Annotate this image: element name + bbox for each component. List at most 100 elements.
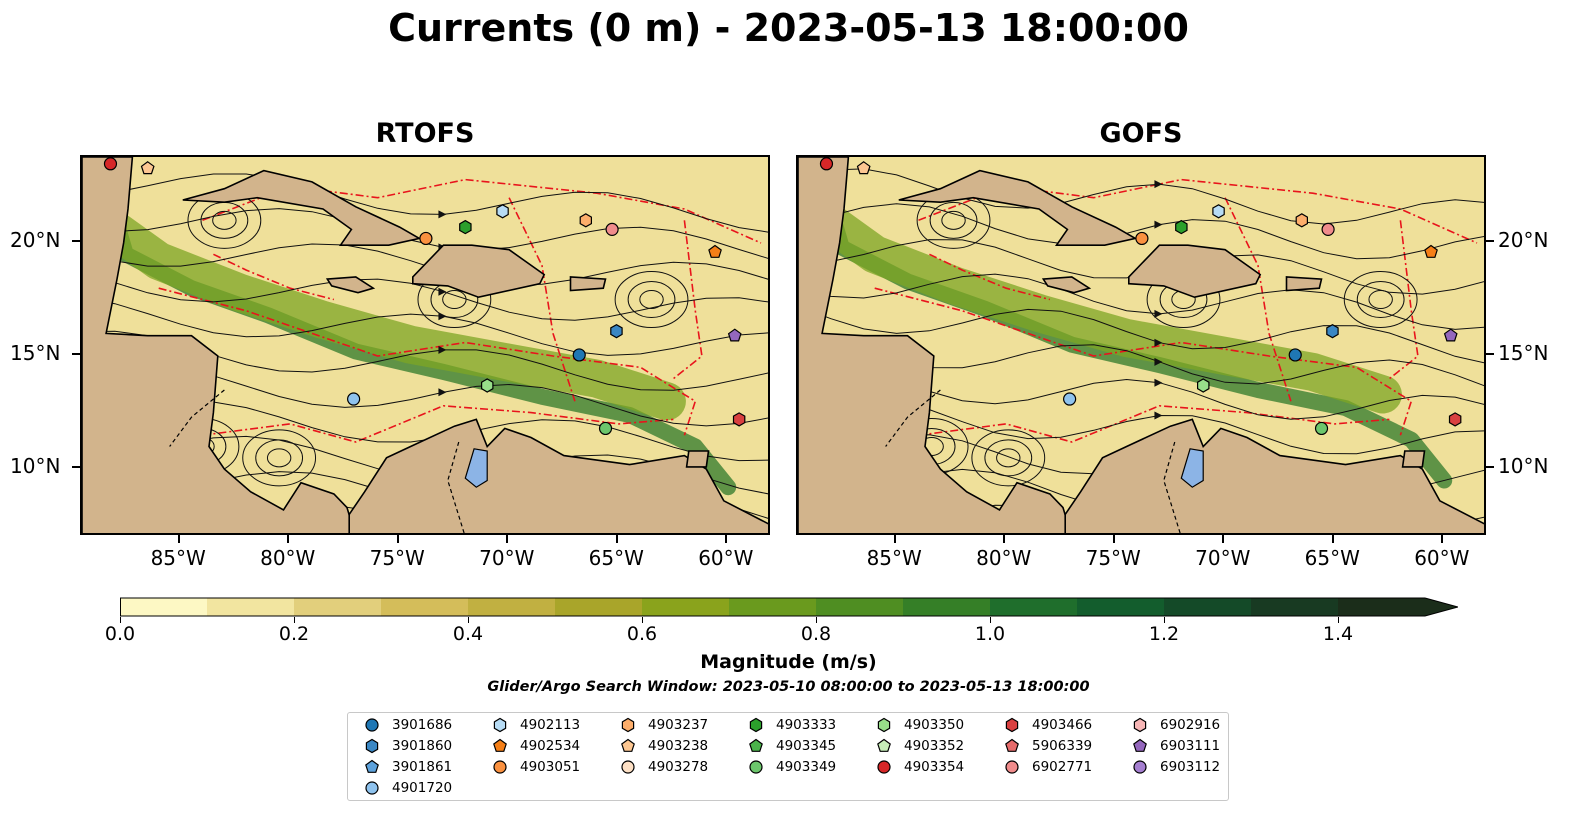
float-marker-4903238 (856, 161, 871, 175)
colorbar-segment (642, 598, 730, 616)
colorbar-tick-mark (1337, 617, 1339, 623)
legend-label: 5906339 (1032, 738, 1093, 754)
legend-marker-circle (1005, 760, 1019, 774)
colorbar-tick-label: 0.0 (104, 623, 136, 645)
float-marker-4902534 (1424, 244, 1438, 258)
land-mass (411, 244, 546, 299)
eez-boundary-line (202, 178, 762, 244)
float-marker-4903238 (140, 161, 155, 175)
legend-label: 4903350 (904, 717, 965, 733)
lon-tick-label: 70°W (1195, 546, 1251, 570)
legend-label: 4903466 (1032, 717, 1093, 733)
lon-tick-label: 60°W (698, 546, 754, 570)
legend-marker-circle (365, 781, 379, 795)
legend-marker-pentagon (877, 738, 891, 752)
colorbar-outline (120, 597, 1458, 617)
float-marker-4903333 (1175, 219, 1188, 235)
colorbar-segment (468, 598, 556, 616)
map-gofs (796, 155, 1486, 535)
eddy-streamline (442, 290, 467, 309)
colorbar-tick-label: 0.2 (278, 623, 310, 645)
colorbar-segment (990, 598, 1078, 616)
legend-item-4903237: 4903237 (616, 715, 708, 735)
legend-marker-pentagon (493, 738, 507, 752)
legend-marker-pentagon (1005, 738, 1019, 752)
legend-item-4903349: 4903349 (744, 757, 836, 777)
legend-marker-hexagon (493, 717, 507, 733)
legend-item-4902113: 4902113 (488, 715, 580, 735)
legend-label: 6903112 (1160, 759, 1221, 775)
lat-tick-mark (72, 466, 80, 469)
streamline (798, 273, 1484, 330)
streamline-arrow (438, 210, 447, 219)
colorbar-segment (207, 598, 295, 616)
float-marker-4902534 (708, 244, 722, 258)
colorbar-segment (555, 598, 643, 616)
float-marker-3901686 (1288, 348, 1302, 362)
float-marker-6902771 (1321, 222, 1335, 236)
colorbar-segment (1077, 598, 1165, 616)
float-marker-4901720 (347, 392, 361, 406)
legend-item-6902771: 6902771 (1000, 757, 1092, 777)
colorbar-tick-mark (989, 617, 991, 623)
colorbar-tick-label: 0.6 (626, 623, 658, 645)
eddy-streamline (255, 439, 304, 477)
colorbar-tick-mark (815, 617, 817, 623)
legend-marker-pentagon (621, 738, 635, 752)
lon-tick-label: 75°W (369, 546, 425, 570)
legend-item-3901860: 3901860 (360, 736, 452, 756)
lon-tick-label: 85°W (866, 546, 922, 570)
legend-label: 3901860 (392, 738, 453, 754)
float-marker-4903051 (419, 231, 433, 246)
colorbar-tick-label: 0.4 (452, 623, 484, 645)
float-marker-4903350 (1197, 378, 1210, 393)
lat-tick-label: 20°N (10, 227, 61, 252)
colorbar-tick-mark (293, 617, 295, 623)
legend-label: 4903238 (648, 738, 709, 754)
legend-label: 4902113 (520, 717, 581, 733)
legend-marker-pentagon (1133, 738, 1147, 752)
float-marker-4903237 (579, 213, 592, 228)
legend-item-4903278: 4903278 (616, 757, 708, 777)
legend-marker-hexagon (877, 717, 891, 733)
lon-tick-label: 65°W (1304, 546, 1360, 570)
legend-marker-pentagon (365, 759, 379, 773)
lon-tick-mark (725, 535, 728, 543)
eddy-streamline (984, 439, 1033, 477)
country-border (169, 389, 225, 447)
eddy-streamline (1368, 290, 1393, 309)
streamline (82, 173, 768, 233)
legend-item-6903112: 6903112 (1128, 757, 1220, 777)
colorbar-tick-mark (119, 617, 121, 623)
float-marker-3901860 (610, 324, 623, 339)
legend-item-4901720: 4901720 (360, 778, 452, 798)
lat-tick-mark (1486, 239, 1494, 242)
land-mass (798, 157, 1072, 533)
lake-maracaibo (464, 448, 488, 488)
eddy-streamline (996, 448, 1021, 468)
legend-label: 4903333 (776, 717, 837, 733)
legend-marker-hexagon (1133, 717, 1147, 733)
colorbar-tick-mark (641, 617, 643, 623)
colorbar-segment (1164, 598, 1252, 616)
eez-boundary-line (158, 287, 697, 436)
streamline-arrow (1154, 180, 1163, 189)
legend-label: 4903345 (776, 738, 837, 754)
country-border (447, 441, 465, 533)
float-marker-4903350 (481, 378, 494, 393)
eez-boundary-line (1224, 197, 1292, 402)
float-marker-3901686 (572, 348, 586, 362)
float-marker-6903111 (727, 328, 742, 342)
eez-boundary-line (874, 287, 1413, 436)
eez-boundary-line (202, 404, 674, 443)
colorbar-tick-mark (1163, 617, 1165, 623)
land-mass (348, 418, 768, 533)
legend-item-4902534: 4902534 (488, 736, 580, 756)
legend-label: 4903278 (648, 759, 709, 775)
legend-label: 6902771 (1032, 759, 1093, 775)
legend-item-3901686: 3901686 (360, 715, 452, 735)
legend-marker-hexagon (749, 717, 763, 733)
lon-tick-mark (1003, 535, 1006, 543)
lon-tick-label: 80°W (260, 546, 316, 570)
legend-label: 4903349 (776, 759, 837, 775)
